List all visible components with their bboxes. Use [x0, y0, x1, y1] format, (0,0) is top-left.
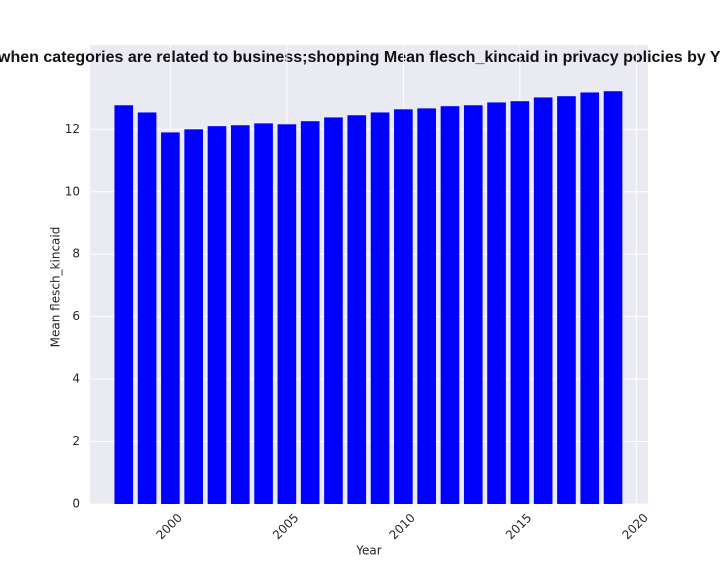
y-tick-label: 10 [65, 184, 80, 198]
bar [463, 105, 483, 504]
chart-title: when categories are related to business;… [0, 49, 720, 66]
bar [347, 115, 367, 505]
bar [394, 109, 413, 504]
bar [184, 129, 203, 504]
bar [487, 102, 506, 504]
y-tick-label: 2 [72, 434, 80, 448]
plot-background [90, 45, 648, 504]
bar [510, 101, 530, 505]
bar [580, 92, 600, 504]
y-tick-label: 8 [72, 247, 80, 261]
x-tick-label: 2010 [386, 511, 417, 542]
bar [254, 123, 273, 504]
bar [417, 108, 436, 504]
bar [370, 112, 390, 505]
bar [324, 117, 343, 504]
bar [300, 121, 320, 505]
y-axis-label: Mean flesch_kincaid [49, 227, 63, 348]
y-tick-label: 12 [65, 122, 80, 136]
x-tick-label: 2020 [619, 511, 650, 542]
bar [161, 132, 180, 504]
bar [277, 124, 297, 504]
x-axis-label: Year [355, 544, 381, 558]
y-tick-label: 0 [72, 497, 80, 511]
bar [114, 105, 134, 504]
bar [603, 91, 623, 504]
x-tick-label: 2000 [153, 511, 184, 542]
bar [440, 106, 460, 504]
y-tick-label: 6 [72, 309, 80, 323]
y-tick-label: 4 [72, 372, 80, 386]
bar [230, 125, 250, 504]
x-tick-label: 2005 [270, 511, 301, 542]
bar [533, 97, 553, 504]
bar [207, 126, 227, 505]
x-tick-label: 2015 [503, 511, 534, 542]
bar [137, 112, 157, 505]
bar [557, 96, 576, 504]
